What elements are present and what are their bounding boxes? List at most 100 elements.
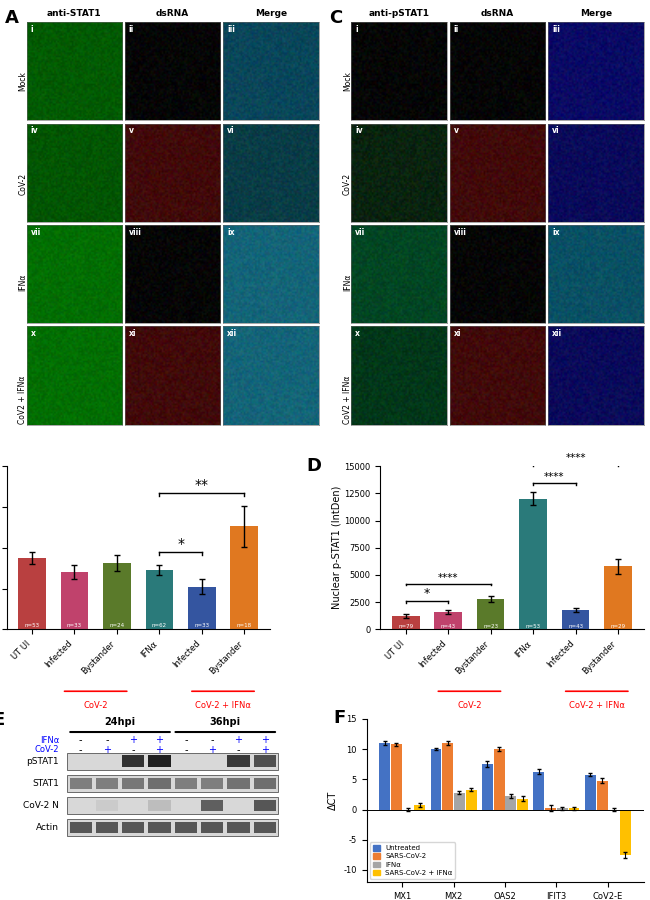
Text: n=23: n=23 xyxy=(483,624,498,629)
Bar xyxy=(620,809,631,855)
Text: iii: iii xyxy=(227,25,235,34)
Text: viii: viii xyxy=(454,228,467,237)
Text: x: x xyxy=(31,329,35,338)
Text: n=24: n=24 xyxy=(109,623,124,628)
Text: pSTAT1: pSTAT1 xyxy=(27,757,59,766)
Text: n=18: n=18 xyxy=(237,623,252,628)
Legend: Untreated, SARS-CoV-2, IFNα, SARS-CoV-2 + IFNα: Untreated, SARS-CoV-2, IFNα, SARS-CoV-2 … xyxy=(370,842,456,878)
Bar xyxy=(68,797,278,814)
Text: v: v xyxy=(129,127,134,136)
Text: Mock: Mock xyxy=(18,71,27,91)
Bar xyxy=(454,793,465,809)
Text: xi: xi xyxy=(454,329,461,338)
Text: vii: vii xyxy=(356,228,365,237)
Bar xyxy=(534,771,544,809)
Bar xyxy=(379,743,390,809)
Bar xyxy=(188,587,216,629)
Text: CoV-2: CoV-2 xyxy=(18,173,27,194)
Bar xyxy=(227,755,250,767)
Text: iii: iii xyxy=(552,25,560,34)
Text: +: + xyxy=(155,735,164,745)
Bar xyxy=(68,775,278,791)
Text: ix: ix xyxy=(552,228,560,237)
Text: Merge: Merge xyxy=(580,9,612,18)
Text: -: - xyxy=(184,735,188,745)
Text: +: + xyxy=(261,745,268,755)
Text: C: C xyxy=(330,9,343,27)
Text: CoV-2: CoV-2 xyxy=(457,701,482,710)
Bar xyxy=(477,598,504,629)
Bar xyxy=(201,822,223,833)
Text: CoV-2 N: CoV-2 N xyxy=(23,801,59,810)
Text: anti-pSTAT1: anti-pSTAT1 xyxy=(369,9,430,18)
Bar xyxy=(122,822,144,833)
Text: -: - xyxy=(131,745,135,755)
Text: F: F xyxy=(333,709,346,727)
Bar xyxy=(517,798,528,809)
Bar xyxy=(148,755,170,767)
Bar xyxy=(96,822,118,833)
Y-axis label: ΔCT: ΔCT xyxy=(328,791,338,810)
Text: ****: **** xyxy=(438,572,458,583)
Text: n=43: n=43 xyxy=(568,624,583,629)
Text: -: - xyxy=(79,735,83,745)
Text: +: + xyxy=(155,745,164,755)
Text: +: + xyxy=(129,735,137,745)
Bar xyxy=(231,526,258,629)
Y-axis label: Nuclear p-STAT1 (IntDen): Nuclear p-STAT1 (IntDen) xyxy=(332,486,341,609)
Text: *: * xyxy=(424,587,430,600)
Text: vi: vi xyxy=(227,127,235,136)
Bar xyxy=(175,822,197,833)
Bar xyxy=(557,808,567,809)
Bar xyxy=(201,778,223,789)
Bar xyxy=(146,571,173,629)
Text: -: - xyxy=(79,745,83,755)
Bar xyxy=(562,609,590,629)
Bar xyxy=(254,822,276,833)
Text: CoV-2: CoV-2 xyxy=(343,173,352,194)
Text: n=79: n=79 xyxy=(398,624,413,629)
Bar xyxy=(227,822,250,833)
Text: IFNα: IFNα xyxy=(40,735,59,744)
Bar xyxy=(96,799,118,811)
Text: -: - xyxy=(105,735,109,745)
Text: **: ** xyxy=(195,478,209,491)
Text: +: + xyxy=(103,745,111,755)
Text: xii: xii xyxy=(552,329,562,338)
Text: viii: viii xyxy=(129,228,142,237)
Text: n=29: n=29 xyxy=(610,624,625,629)
Text: -: - xyxy=(237,745,240,755)
Text: dsRNA: dsRNA xyxy=(156,9,189,18)
Bar xyxy=(68,753,278,770)
Text: xi: xi xyxy=(129,329,136,338)
Bar xyxy=(597,780,608,809)
Bar xyxy=(494,749,504,809)
Text: -: - xyxy=(211,735,214,745)
Bar xyxy=(254,755,276,767)
Text: i: i xyxy=(31,25,33,34)
Text: IFNα: IFNα xyxy=(343,274,352,292)
Text: STAT1: STAT1 xyxy=(32,778,59,788)
Bar xyxy=(70,822,92,833)
Bar xyxy=(442,743,453,809)
Bar xyxy=(122,755,144,767)
Bar xyxy=(604,566,632,629)
Text: ****: **** xyxy=(566,453,586,463)
Text: CoV2 + IFNα: CoV2 + IFNα xyxy=(343,375,352,424)
Text: n=53: n=53 xyxy=(25,623,40,628)
Bar xyxy=(434,612,462,629)
Text: vi: vi xyxy=(552,127,560,136)
Text: i: i xyxy=(356,25,358,34)
Text: -: - xyxy=(184,745,188,755)
Text: Merge: Merge xyxy=(255,9,287,18)
Bar xyxy=(391,744,402,809)
Text: CoV-2: CoV-2 xyxy=(83,701,108,710)
Text: CoV-2: CoV-2 xyxy=(34,745,59,754)
Text: n=33: n=33 xyxy=(194,623,209,628)
Text: Actin: Actin xyxy=(36,823,59,832)
Bar xyxy=(96,778,118,789)
Text: Mock: Mock xyxy=(343,71,352,91)
Text: iv: iv xyxy=(356,127,363,136)
Text: CoV-2 + IFNα: CoV-2 + IFNα xyxy=(195,701,251,710)
Bar xyxy=(519,499,547,629)
